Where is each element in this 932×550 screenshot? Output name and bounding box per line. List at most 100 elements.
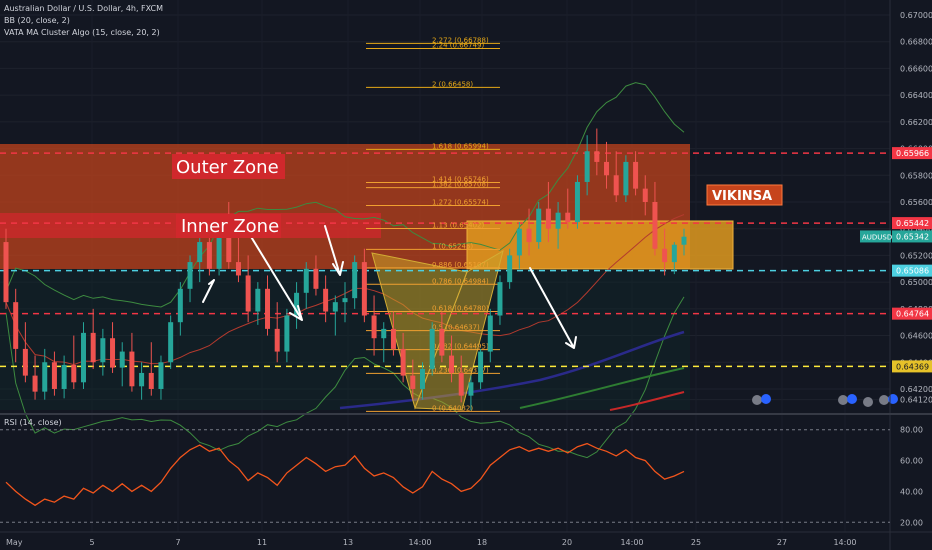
fib-level-label: 2 (0.66458) [432,80,473,88]
fib-level-label: 1.272 (0.65574) [432,198,489,206]
news-icon[interactable] [752,395,762,405]
price-tick: 0.64200 [900,385,932,394]
candle-body [516,228,522,256]
candle-body [419,368,425,389]
candle-body [80,332,86,383]
price-axis[interactable]: 0.670000.668000.666000.664000.662000.660… [900,11,932,405]
price-badge-text: 0.65966 [896,149,929,158]
fib-level-label: 0 (0.64032) [432,404,473,412]
news-icon[interactable] [863,397,873,407]
price-tick: 0.65200 [900,251,932,260]
candle-body [429,328,435,369]
candle-body [487,315,493,352]
time-tick: 14:00 [620,538,643,547]
candle-body [51,362,57,389]
rsi-legend[interactable]: RSI (14, close) [4,418,62,427]
candle-body [371,315,377,339]
rsi-tick: 60.00 [900,457,923,466]
price-badge-text: 0.65442 [896,219,929,228]
inner-zone-label-bg [176,214,281,238]
candle-body [623,161,629,196]
candle-body [303,268,309,293]
candle-body [22,348,28,376]
rsi-tick: 20.00 [900,518,923,527]
time-tick: 14:00 [833,538,856,547]
price-tick: 0.65600 [900,198,932,207]
price-badge-text: 0.65342 [896,232,929,241]
candle-body [148,372,154,389]
candle-body [294,292,300,316]
horizontal-levels [0,152,890,368]
candle-body [681,236,687,245]
candle-body [274,328,280,352]
candle-body [197,242,203,263]
candle-body [468,382,474,396]
candle-body [662,248,668,263]
candle-body [32,375,38,392]
candle-body [497,282,503,316]
ma-line-slow [339,330,685,410]
candle-body [323,288,329,312]
candle-body [352,262,358,299]
candles [3,128,687,411]
candle-body [119,351,125,368]
candle-body [507,255,513,283]
fib-level-label: 0.5 (0.64637) [432,324,480,332]
symbol-badge [860,230,891,243]
time-tick: 11 [257,538,267,547]
rsi-tick: 80.00 [900,426,923,435]
candle-body [235,262,241,276]
candle-body [255,288,261,312]
ma-line-mid [519,367,685,409]
candle-body [478,351,484,383]
candle-body [594,151,600,162]
ma-line-fast [609,391,685,411]
news-icon[interactable] [761,394,771,404]
arrow-down-2 [324,225,344,276]
candle-body [574,181,580,223]
symbol-legend[interactable]: Australian Dollar / U.S. Dollar, 4h, FXC… [4,4,164,13]
candle-body [390,328,396,349]
price-tick: 0.66800 [900,38,932,47]
candle-body [633,161,639,189]
bb-legend[interactable]: BB (20, close, 2) [4,16,70,25]
time-tick: May [6,538,23,547]
candle-body [526,228,532,243]
time-axis[interactable]: May 5 7 11 13 14:00 18 20 14:00 25 27 14:00 [6,538,857,547]
fib-level-label: 1.382 (0.65708) [432,181,489,189]
time-tick: 5 [89,538,94,547]
candle-body [61,364,67,389]
candle-body [90,332,96,363]
outer-zone-label-bg [172,154,285,179]
author-label-bg [706,184,783,206]
fib-level-label: 1 (0.65245) [432,242,473,250]
candle-body [458,372,464,396]
candle-body [158,362,164,389]
candle-body [168,322,174,363]
candle-body [313,268,319,289]
time-tick: 7 [175,538,180,547]
price-badge [892,307,932,320]
candle-body [642,188,648,202]
time-tick: 14:00 [408,538,431,547]
news-icon[interactable] [838,395,848,405]
news-icon[interactable] [879,395,889,405]
vata-legend[interactable]: VATA MA Cluster Algo (15, close, 20, 2) [4,28,160,37]
candle-body [604,161,610,176]
arrow-up-1 [202,279,215,303]
fib-level-label: 1.414 (0.65746) [432,175,489,183]
price-tick: 0.66600 [900,64,932,73]
candle-body [613,175,619,196]
price-badges: 0.65966 0.65442 AUDUSD 0.65342 0.65086 0.6476… [860,147,932,373]
fib-level-label: 1.13 (0.65402) [432,221,484,229]
fib-level-label: 2.24 (0.66749) [432,42,484,50]
candle-body [565,212,571,223]
time-tick: 25 [691,538,701,547]
price-badge [892,360,932,373]
news-icon[interactable] [847,394,857,404]
author-label: VIKINSA [712,189,772,204]
arrow-down-1 [249,234,303,321]
candle-body [381,328,387,339]
candle-body [449,355,455,373]
